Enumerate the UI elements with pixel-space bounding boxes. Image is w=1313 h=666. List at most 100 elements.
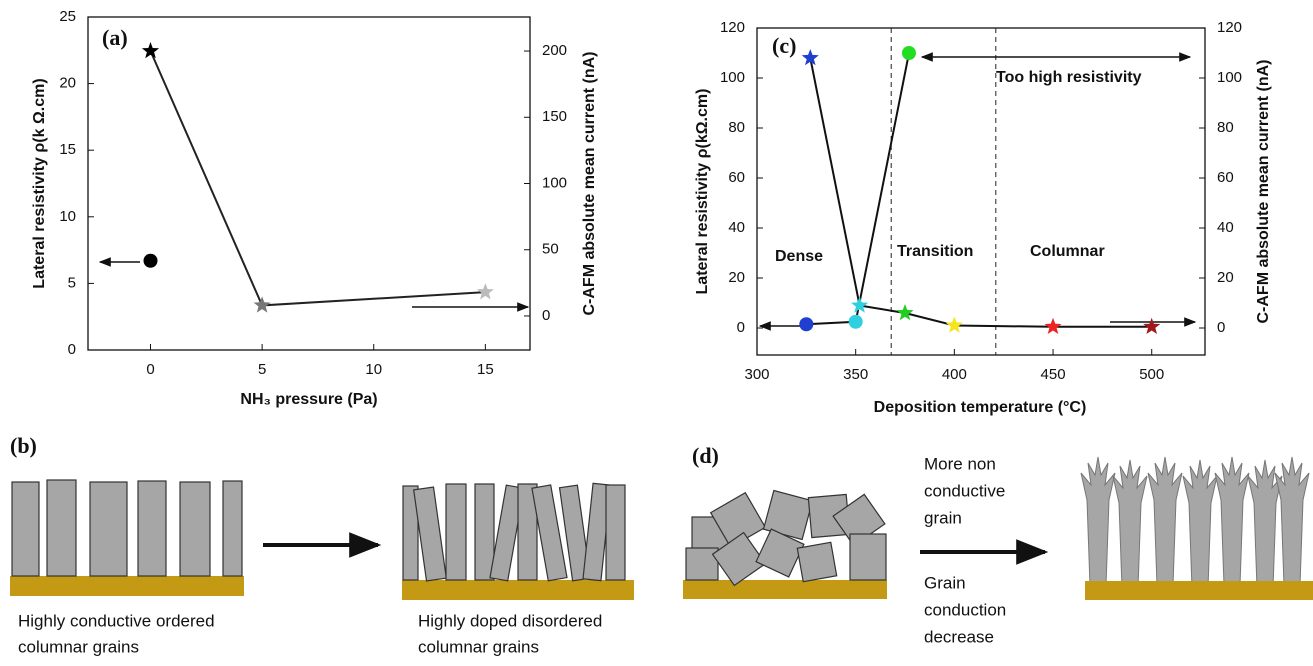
star-marker xyxy=(1143,317,1161,334)
series-line xyxy=(809,57,1152,328)
y-tick-label: 60 xyxy=(728,169,745,186)
y2-tick-label: 20 xyxy=(1217,269,1234,286)
y-axis-label: Lateral resistivity ρ(k Ω.cm) xyxy=(31,78,48,288)
grain xyxy=(755,528,805,578)
grain xyxy=(474,483,495,581)
grain xyxy=(11,481,40,577)
grain xyxy=(517,483,538,581)
y-tick-label: 40 xyxy=(728,219,745,236)
y2-tick-label: 60 xyxy=(1217,169,1234,186)
y2-tick-label: 40 xyxy=(1217,219,1234,236)
caption: grain xyxy=(924,508,962,527)
panel-label: (c) xyxy=(772,33,796,58)
x-axis-label: Deposition temperature (°C) xyxy=(874,399,1087,416)
y-axis-label: Lateral resistivity ρ(kΩ.cm) xyxy=(694,89,711,295)
grain xyxy=(1148,457,1182,585)
y-tick-label: 5 xyxy=(68,274,76,291)
star-marker xyxy=(1044,317,1062,334)
annotation: Columnar xyxy=(1030,243,1105,260)
caption: Highly doped disordered xyxy=(418,611,602,630)
y-tick-label: 120 xyxy=(720,19,745,36)
grain xyxy=(685,547,719,581)
grain xyxy=(558,484,592,582)
y-tick-label: 20 xyxy=(59,75,76,92)
caption: columnar grains xyxy=(418,637,539,656)
diagram-d: (d) More non conductive grain Grain cond… xyxy=(683,443,1313,646)
star-marker xyxy=(141,42,160,59)
y2-axis-label: C-AFM absolute mean current (nA) xyxy=(581,51,598,315)
x-tick-label: 300 xyxy=(744,366,769,383)
y2-tick-label: 200 xyxy=(542,42,567,59)
y2-tick-label: 0 xyxy=(1217,319,1225,336)
panel-label: (a) xyxy=(102,25,128,50)
caption: decrease xyxy=(924,627,994,646)
y-tick-label: 0 xyxy=(737,319,745,336)
star-marker xyxy=(945,316,963,333)
caption: Grain xyxy=(924,573,966,592)
circle-marker xyxy=(901,46,916,60)
circle-marker xyxy=(848,314,863,329)
x-tick-label: 0 xyxy=(146,361,154,378)
y-tick-label: 100 xyxy=(720,69,745,86)
caption: conduction xyxy=(924,600,1006,619)
star-marker xyxy=(851,296,869,313)
star-marker xyxy=(896,304,914,321)
y-tick-label: 80 xyxy=(728,119,745,136)
circle-marker xyxy=(143,253,158,268)
series-line xyxy=(806,52,910,326)
grain xyxy=(1215,457,1249,585)
grain xyxy=(89,481,128,577)
y2-tick-label: 100 xyxy=(542,174,567,191)
y2-axis-label: C-AFM absolute mean current (nA) xyxy=(1255,59,1272,323)
grain xyxy=(796,541,838,583)
star-marker xyxy=(801,49,819,66)
grain xyxy=(489,484,525,582)
y-tick-label: 15 xyxy=(59,141,76,158)
grain xyxy=(711,531,767,587)
y2-tick-label: 0 xyxy=(542,307,550,324)
annotation: Dense xyxy=(775,248,823,265)
y-tick-label: 10 xyxy=(59,208,76,225)
substrate xyxy=(1085,581,1313,600)
grain xyxy=(413,486,447,582)
grain xyxy=(46,479,77,577)
y2-tick-label: 120 xyxy=(1217,19,1242,36)
grain xyxy=(1183,460,1217,588)
substrate xyxy=(10,576,244,596)
substrate xyxy=(402,580,634,600)
x-tick-label: 10 xyxy=(365,361,382,378)
grain xyxy=(1081,457,1115,585)
x-tick-label: 400 xyxy=(942,366,967,383)
y2-tick-label: 50 xyxy=(542,241,559,258)
star-marker xyxy=(476,283,494,300)
caption: columnar grains xyxy=(18,637,139,656)
grain xyxy=(1113,460,1147,588)
panel-label: (b) xyxy=(10,433,37,458)
y-tick-label: 0 xyxy=(68,341,76,358)
plot-frame xyxy=(87,16,531,351)
y-tick-label: 25 xyxy=(59,8,76,25)
annotation: Too high resistivity xyxy=(996,69,1142,86)
y2-tick-label: 100 xyxy=(1217,69,1242,86)
y-tick-label: 20 xyxy=(728,269,745,286)
grain xyxy=(179,481,211,577)
grain xyxy=(402,485,419,581)
x-axis-label: NH₃ pressure (Pa) xyxy=(240,391,377,408)
plot-frame xyxy=(756,27,1206,356)
grain xyxy=(531,484,568,582)
grain xyxy=(605,484,626,581)
annotation: Transition xyxy=(897,243,973,260)
grain xyxy=(445,483,467,581)
substrate xyxy=(683,580,887,599)
grain xyxy=(709,491,767,549)
caption: conductive xyxy=(924,481,1005,500)
y2-tick-label: 80 xyxy=(1217,119,1234,136)
x-tick-label: 15 xyxy=(477,361,494,378)
x-tick-label: 500 xyxy=(1139,366,1164,383)
series-line xyxy=(149,50,486,307)
grain xyxy=(1275,457,1309,585)
grain xyxy=(137,480,167,577)
circle-marker xyxy=(799,317,814,332)
y2-tick-label: 150 xyxy=(542,108,567,125)
